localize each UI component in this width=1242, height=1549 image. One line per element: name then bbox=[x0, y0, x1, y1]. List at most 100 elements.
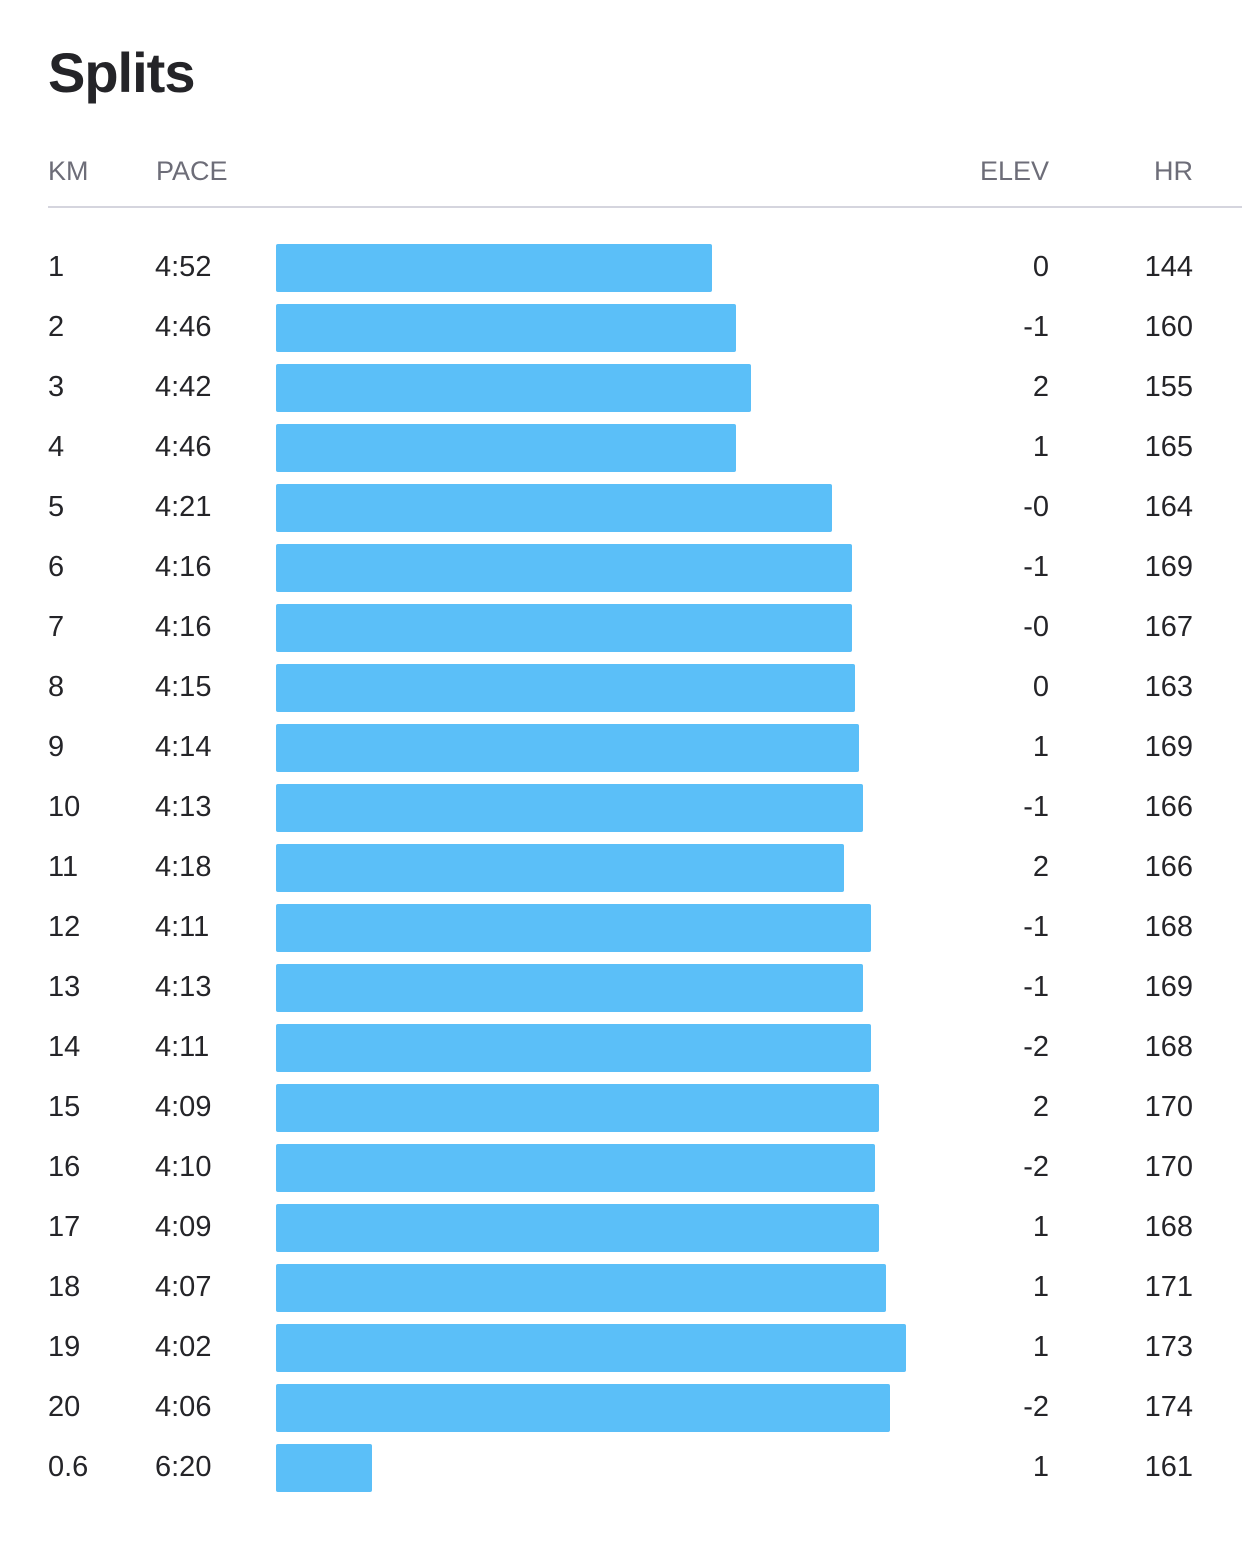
split-pace: 4:16 bbox=[155, 551, 212, 583]
split-elevation: 2 bbox=[1032, 851, 1049, 883]
split-km: 1 bbox=[48, 251, 65, 283]
split-row: 1 4:52 0 144 bbox=[0, 238, 1242, 298]
split-pace: 4:07 bbox=[155, 1271, 212, 1303]
split-elevation: 2 bbox=[1032, 371, 1049, 403]
split-km: 18 bbox=[48, 1271, 81, 1303]
split-km: 13 bbox=[48, 971, 81, 1003]
pace-bar bbox=[276, 844, 844, 892]
splits-table-body: 1 4:52 0 144 2 4:46 -1 160 3 4:42 2 155 4 4:46 1 165 5 4:… bbox=[0, 238, 1242, 1498]
split-elevation: 1 bbox=[1032, 1211, 1049, 1243]
split-km: 12 bbox=[48, 911, 81, 943]
split-row: 8 4:15 0 163 bbox=[0, 658, 1242, 718]
pace-bar bbox=[276, 1324, 906, 1372]
split-row: 11 4:18 2 166 bbox=[0, 838, 1242, 898]
split-row: 0.6 6:20 1 161 bbox=[0, 1438, 1242, 1498]
pace-bar bbox=[276, 1384, 890, 1432]
split-km: 15 bbox=[48, 1091, 81, 1123]
split-elevation: 0 bbox=[1032, 671, 1049, 703]
split-pace: 4:09 bbox=[155, 1091, 212, 1123]
pace-bar bbox=[276, 1084, 879, 1132]
split-pace: 4:42 bbox=[155, 371, 212, 403]
split-heart-rate: 170 bbox=[1144, 1151, 1193, 1183]
split-row: 14 4:11 -2 168 bbox=[0, 1018, 1242, 1078]
split-pace: 4:46 bbox=[155, 431, 212, 463]
split-pace: 4:14 bbox=[155, 731, 212, 763]
split-pace: 4:46 bbox=[155, 311, 212, 343]
split-heart-rate: 169 bbox=[1144, 971, 1193, 1003]
split-heart-rate: 168 bbox=[1144, 911, 1193, 943]
header-divider bbox=[48, 206, 1242, 208]
column-header-elev: ELEV bbox=[979, 156, 1049, 186]
split-row: 2 4:46 -1 160 bbox=[0, 298, 1242, 358]
splits-table-header: KM PACE ELEV HR bbox=[0, 150, 1242, 190]
split-row: 15 4:09 2 170 bbox=[0, 1078, 1242, 1138]
split-row: 5 4:21 -0 164 bbox=[0, 478, 1242, 538]
split-elevation: -1 bbox=[1023, 311, 1049, 343]
split-heart-rate: 171 bbox=[1144, 1271, 1193, 1303]
split-pace: 4:09 bbox=[155, 1211, 212, 1243]
pace-bar bbox=[276, 364, 751, 412]
column-header-hr: HR bbox=[1154, 156, 1193, 186]
split-pace: 4:18 bbox=[155, 851, 212, 883]
split-km: 5 bbox=[48, 491, 65, 523]
split-pace: 4:02 bbox=[155, 1331, 212, 1363]
pace-bar bbox=[276, 544, 852, 592]
split-elevation: -2 bbox=[1023, 1031, 1049, 1063]
column-header-pace: PACE bbox=[156, 156, 228, 186]
split-heart-rate: 168 bbox=[1144, 1031, 1193, 1063]
split-heart-rate: 165 bbox=[1144, 431, 1193, 463]
split-elevation: -0 bbox=[1023, 611, 1049, 643]
split-elevation: 0 bbox=[1032, 251, 1049, 283]
split-km: 8 bbox=[48, 671, 65, 703]
pace-bar bbox=[276, 244, 712, 292]
split-heart-rate: 170 bbox=[1144, 1091, 1193, 1123]
split-heart-rate: 144 bbox=[1144, 251, 1193, 283]
split-heart-rate: 164 bbox=[1144, 491, 1193, 523]
split-km: 14 bbox=[48, 1031, 81, 1063]
split-pace: 4:06 bbox=[155, 1391, 212, 1423]
pace-bar bbox=[276, 424, 736, 472]
split-elevation: -0 bbox=[1023, 491, 1049, 523]
split-heart-rate: 173 bbox=[1144, 1331, 1193, 1363]
split-heart-rate: 166 bbox=[1144, 851, 1193, 883]
split-pace: 4:13 bbox=[155, 971, 212, 1003]
split-elevation: 2 bbox=[1032, 1091, 1049, 1123]
split-heart-rate: 169 bbox=[1144, 731, 1193, 763]
split-elevation: -2 bbox=[1023, 1391, 1049, 1423]
split-pace: 4:15 bbox=[155, 671, 212, 703]
split-row: 16 4:10 -2 170 bbox=[0, 1138, 1242, 1198]
pace-bar bbox=[276, 1444, 372, 1492]
split-pace: 4:11 bbox=[155, 1031, 210, 1063]
split-row: 4 4:46 1 165 bbox=[0, 418, 1242, 478]
pace-bar bbox=[276, 1144, 875, 1192]
split-elevation: -1 bbox=[1023, 911, 1049, 943]
split-heart-rate: 166 bbox=[1144, 791, 1193, 823]
pace-bar bbox=[276, 904, 871, 952]
split-km: 7 bbox=[48, 611, 65, 643]
split-elevation: 1 bbox=[1032, 1271, 1049, 1303]
split-row: 12 4:11 -1 168 bbox=[0, 898, 1242, 958]
split-km: 16 bbox=[48, 1151, 81, 1183]
split-row: 13 4:13 -1 169 bbox=[0, 958, 1242, 1018]
split-km: 2 bbox=[48, 311, 65, 343]
split-pace: 4:16 bbox=[155, 611, 212, 643]
pace-bar bbox=[276, 484, 832, 532]
split-km: 17 bbox=[48, 1211, 81, 1243]
split-row: 20 4:06 -2 174 bbox=[0, 1378, 1242, 1438]
split-elevation: -1 bbox=[1023, 971, 1049, 1003]
split-heart-rate: 167 bbox=[1144, 611, 1193, 643]
split-km: 11 bbox=[48, 851, 79, 883]
page-title: Splits bbox=[48, 41, 195, 104]
split-heart-rate: 155 bbox=[1144, 371, 1193, 403]
split-elevation: 1 bbox=[1032, 431, 1049, 463]
split-row: 17 4:09 1 168 bbox=[0, 1198, 1242, 1258]
split-elevation: 1 bbox=[1032, 1451, 1049, 1483]
pace-bar bbox=[276, 964, 863, 1012]
split-km: 6 bbox=[48, 551, 65, 583]
split-km: 0.6 bbox=[48, 1451, 89, 1483]
split-heart-rate: 163 bbox=[1144, 671, 1193, 703]
pace-bar bbox=[276, 604, 852, 652]
split-pace: 4:52 bbox=[155, 251, 212, 283]
split-pace: 4:10 bbox=[155, 1151, 212, 1183]
